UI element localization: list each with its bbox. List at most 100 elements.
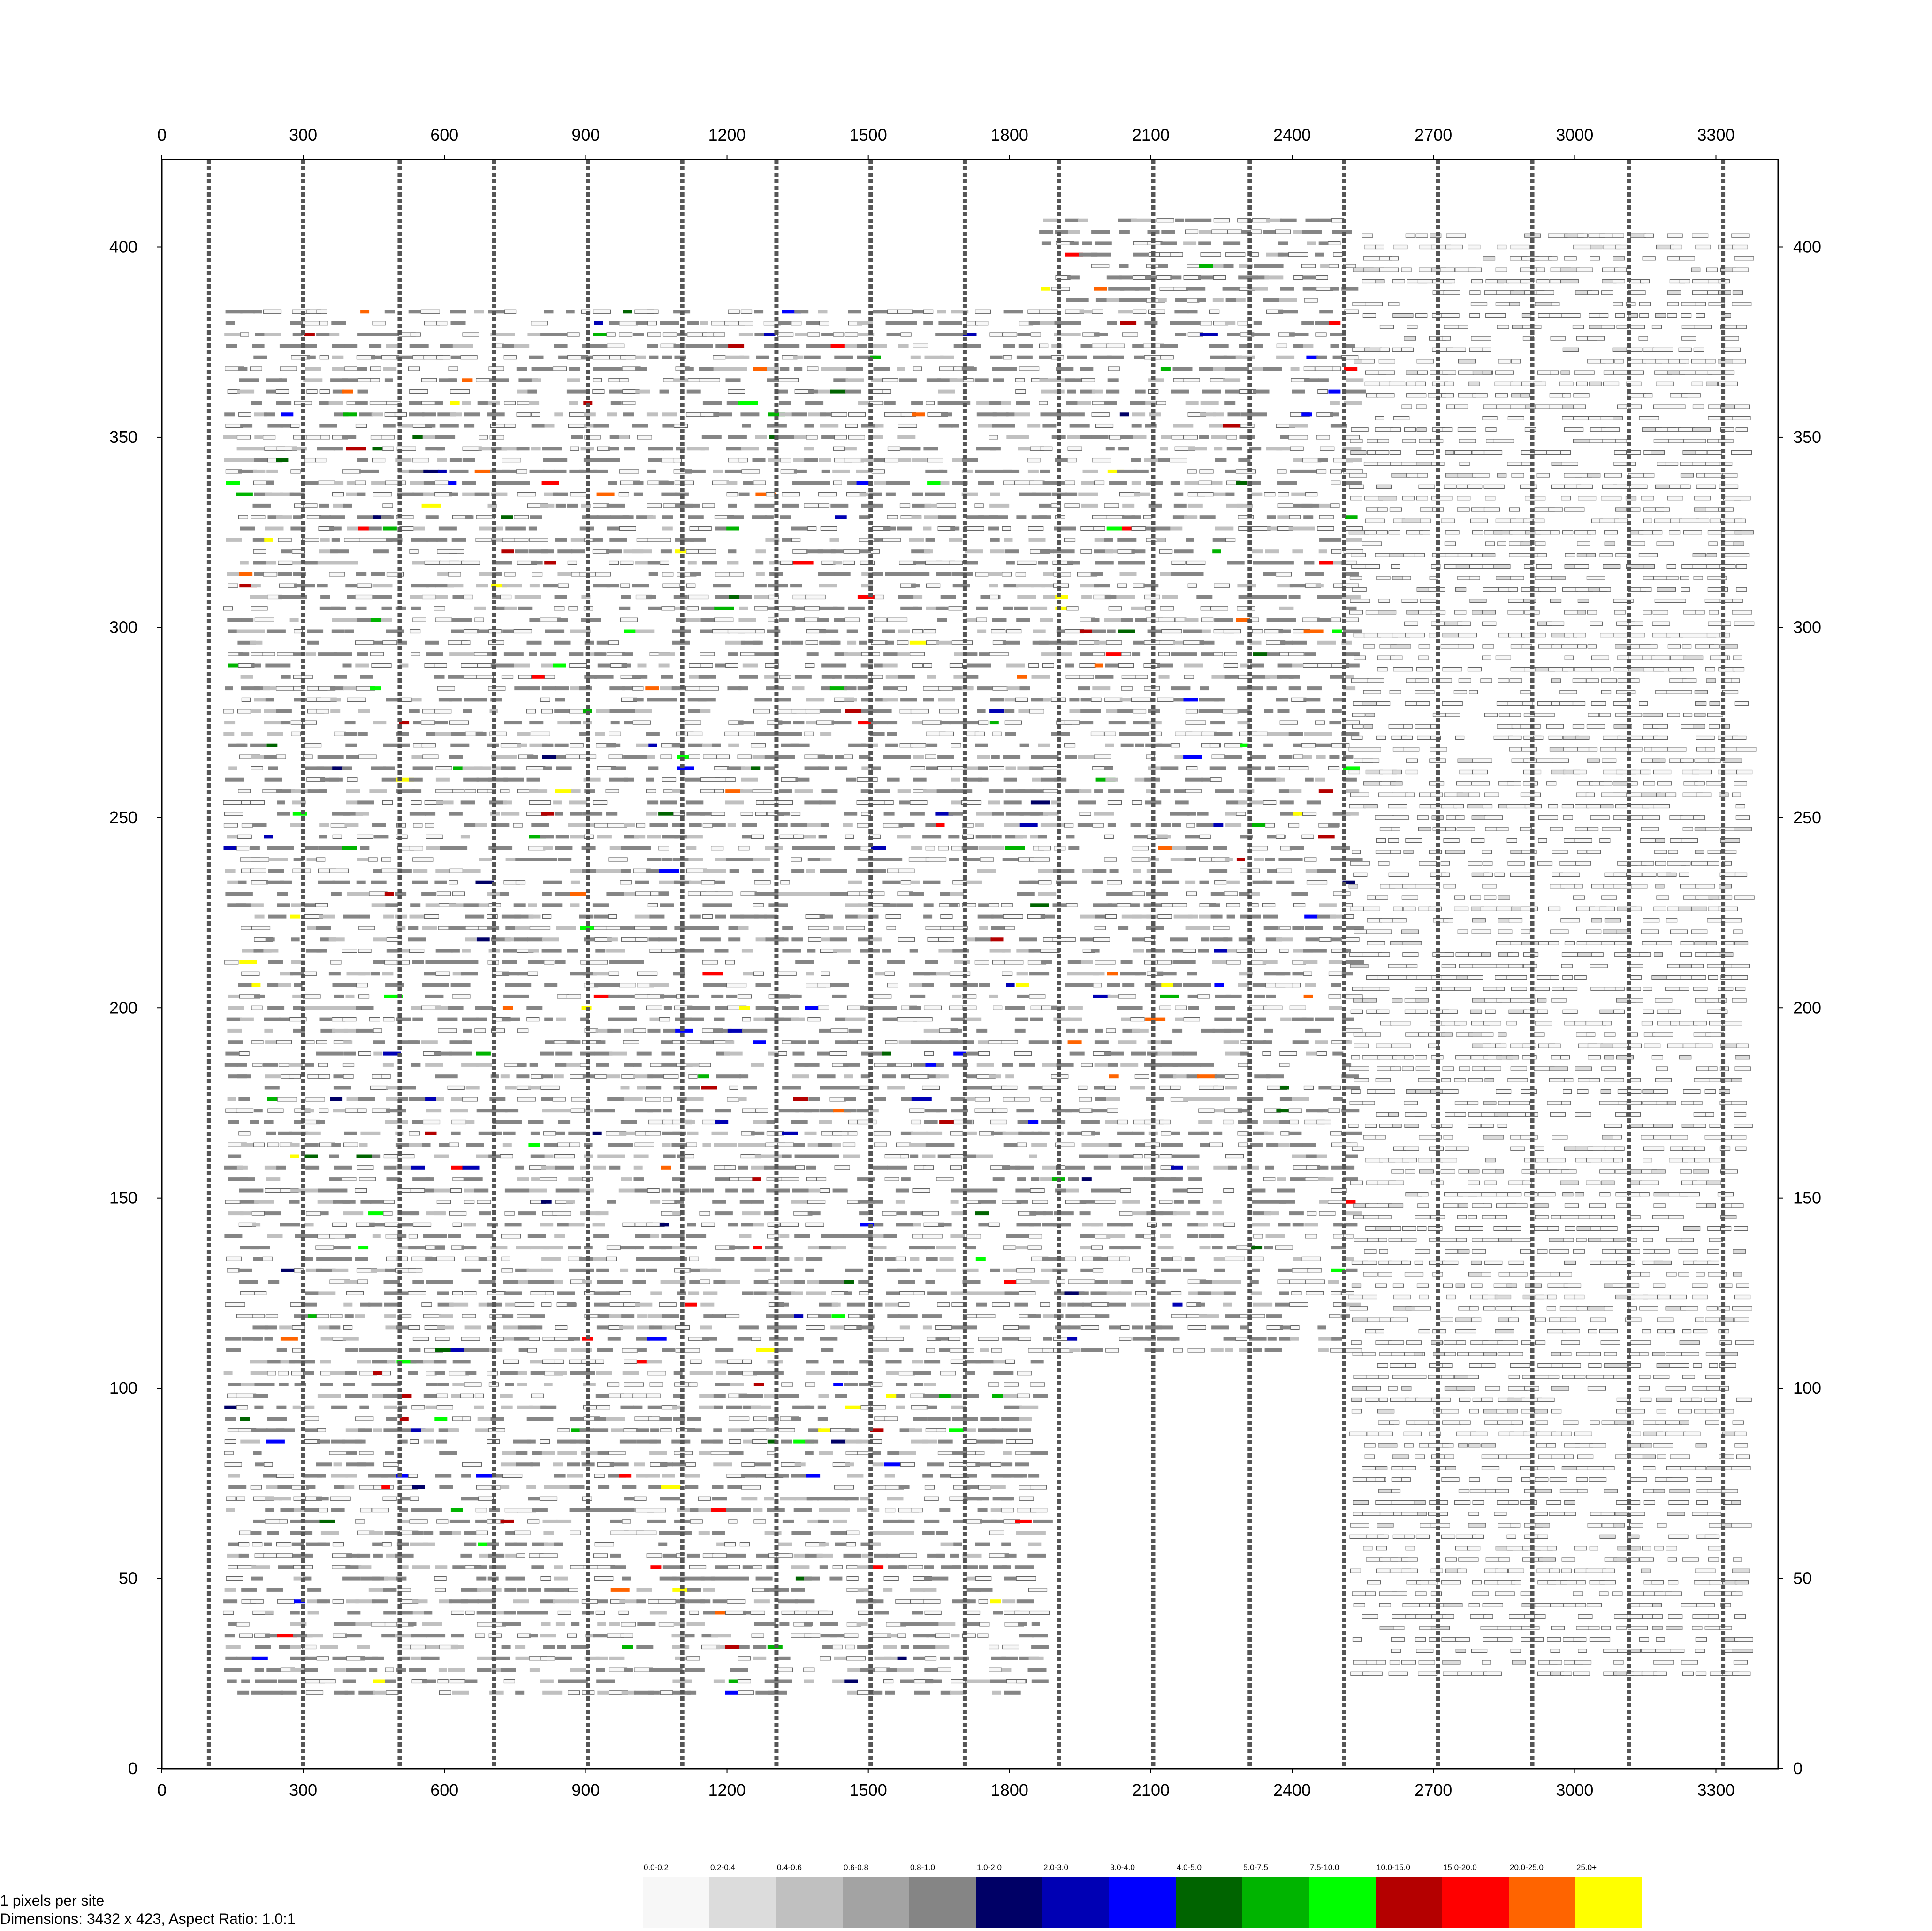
heatmap-cell <box>290 1531 306 1535</box>
heatmap-cell <box>924 1668 941 1672</box>
heatmap-cell <box>333 1109 353 1113</box>
heatmap-cell <box>252 344 265 348</box>
heatmap-cell <box>925 960 938 964</box>
heatmap-cell <box>989 903 999 907</box>
heatmap-cell <box>1032 777 1042 782</box>
heatmap-cell <box>425 1097 440 1101</box>
heatmap-cell <box>479 572 494 576</box>
heatmap-cell <box>714 1211 733 1216</box>
heatmap-cell <box>754 333 770 336</box>
heatmap-cell <box>570 629 591 633</box>
heatmap-cell <box>672 1177 685 1181</box>
heatmap-cell <box>857 1565 876 1569</box>
heatmap-cell <box>435 789 453 793</box>
heatmap-cell <box>501 1405 513 1409</box>
heatmap-cell <box>687 1223 696 1227</box>
heatmap-cell <box>662 1314 679 1318</box>
heatmap-cell <box>755 1690 775 1695</box>
heatmap-cell <box>557 1645 566 1649</box>
heatmap-cell <box>1003 1245 1016 1250</box>
heatmap-cell <box>373 1690 393 1695</box>
heatmap-cell <box>570 686 588 691</box>
heatmap-cell <box>700 447 709 451</box>
heatmap-cell <box>764 755 785 759</box>
heatmap-cell <box>702 1143 711 1147</box>
heatmap-cell <box>819 800 836 805</box>
heatmap-cell <box>278 1063 289 1067</box>
heatmap-cell <box>924 1360 941 1364</box>
heatmap-cell <box>882 389 891 394</box>
heatmap-cell <box>279 1645 299 1649</box>
heatmap-cell <box>584 937 603 942</box>
heatmap-cell <box>555 1188 570 1193</box>
heatmap-cell <box>474 1143 483 1147</box>
heatmap-cell <box>462 1416 471 1421</box>
heatmap-cell <box>791 1006 799 1010</box>
heatmap-cell <box>250 868 266 873</box>
heatmap-cell <box>531 823 548 827</box>
heatmap-cell <box>357 1165 374 1170</box>
heatmap-cell <box>422 594 436 600</box>
heatmap-cell <box>712 1314 731 1318</box>
heatmap-cell <box>254 1109 263 1113</box>
heatmap-cell <box>898 458 911 462</box>
heatmap-cell <box>584 1109 593 1113</box>
heatmap-cell <box>729 572 744 577</box>
heatmap-cell <box>474 1565 487 1569</box>
heatmap-cell <box>860 1006 875 1010</box>
heatmap-cell <box>356 1394 368 1398</box>
heatmap-cell <box>555 1051 573 1056</box>
heatmap-cell <box>661 858 673 861</box>
heatmap-cell <box>422 412 436 417</box>
heatmap-cell <box>332 880 350 884</box>
heatmap-cell <box>937 1667 951 1672</box>
heatmap-cell <box>593 1257 608 1261</box>
heatmap-cell <box>966 1474 977 1478</box>
heatmap-cell <box>686 549 699 554</box>
heatmap-cell <box>992 686 1008 691</box>
heatmap-cell <box>570 892 586 896</box>
heatmap-cell <box>938 846 949 851</box>
heatmap-cell <box>529 926 551 930</box>
heatmap-cell <box>752 869 764 873</box>
heatmap-cell <box>923 1028 943 1033</box>
heatmap-cell <box>263 572 277 577</box>
heatmap-cell <box>452 1177 464 1181</box>
heatmap-cell <box>817 1497 834 1501</box>
heatmap-cell <box>685 1246 697 1250</box>
heatmap-cell <box>264 1462 273 1467</box>
heatmap-cell <box>832 1644 843 1650</box>
heatmap-cell <box>1028 1086 1047 1090</box>
heatmap-cell <box>685 720 701 725</box>
heatmap-cell <box>555 1359 564 1364</box>
heatmap-cell <box>503 355 517 360</box>
heatmap-cell <box>832 675 842 679</box>
heatmap-cell <box>238 1542 250 1547</box>
heatmap-cell <box>911 401 923 405</box>
heatmap-cell <box>584 1154 593 1158</box>
heatmap-cell <box>767 1622 776 1626</box>
heatmap-cell <box>620 355 636 360</box>
heatmap-cell <box>411 1428 426 1432</box>
heatmap-cell <box>833 378 848 382</box>
heatmap-cell <box>411 1006 427 1010</box>
heatmap-cell <box>819 1508 832 1512</box>
heatmap-cell <box>373 1028 382 1033</box>
heatmap-cell <box>951 1325 965 1330</box>
heatmap-cell <box>685 1485 699 1489</box>
heatmap-cell <box>672 629 691 633</box>
heatmap-cell <box>728 549 737 554</box>
heatmap-cell <box>898 1485 910 1489</box>
heatmap-cell <box>464 789 476 793</box>
heatmap-cell <box>610 721 620 725</box>
heatmap-cell <box>635 937 648 942</box>
heatmap-cell <box>529 355 544 359</box>
heatmap-cell <box>831 1371 849 1375</box>
heatmap-cell <box>844 698 857 702</box>
heatmap-cell <box>239 1633 253 1638</box>
heatmap-cell <box>320 1645 338 1649</box>
heatmap-cell <box>514 686 530 691</box>
heatmap-cell <box>397 1154 415 1159</box>
heatmap-cell <box>897 686 907 691</box>
heatmap-cell <box>540 1656 555 1661</box>
